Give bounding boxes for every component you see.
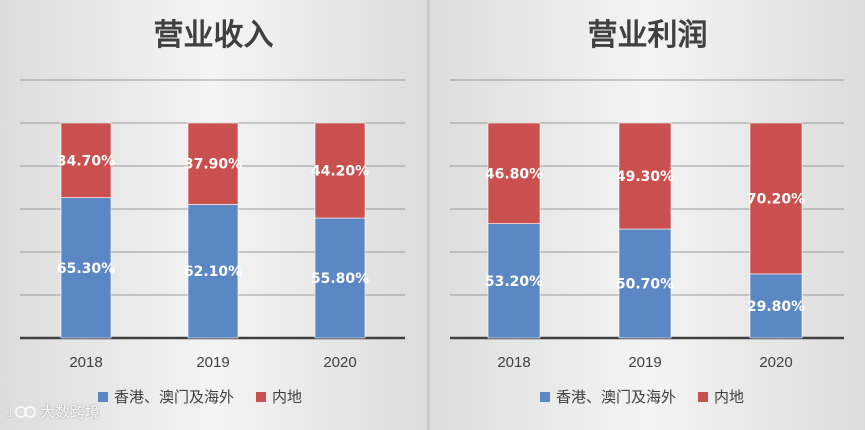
data-label: 62.10% bbox=[184, 264, 242, 280]
legend-swatch bbox=[540, 392, 550, 402]
x-tick-label: 2019 bbox=[628, 354, 661, 371]
watermark: 1 大数跨境 bbox=[6, 398, 116, 424]
x-tick-label: 2019 bbox=[196, 354, 229, 371]
bar-segment-mainland bbox=[618, 122, 672, 230]
legend-label: 内地 bbox=[272, 388, 302, 406]
legend: 香港、澳门及海外 内地 bbox=[98, 388, 302, 406]
data-label: 70.20% bbox=[747, 191, 805, 207]
bar-segment-overseas bbox=[187, 204, 239, 339]
data-label: 34.70% bbox=[57, 153, 115, 169]
legend-swatch bbox=[98, 392, 108, 402]
x-tick-label: 2018 bbox=[69, 354, 102, 371]
profit-chart: 营业利润 53.20% 46.80% 2018 50.70% 49.30% 2019 29.… bbox=[450, 18, 844, 406]
data-label: 29.80% bbox=[747, 299, 805, 315]
bar-segment-overseas bbox=[314, 217, 366, 339]
x-tick-label: 2020 bbox=[323, 354, 356, 371]
chart-panel-profit: 营业利润 53.20% 46.80% 2018 50.70% 49.30% 2019 29.… bbox=[430, 0, 865, 430]
chart-title: 营业收入 bbox=[154, 18, 274, 53]
bar-segment-mainland bbox=[187, 122, 239, 205]
watermark-text: 大数跨境 bbox=[40, 402, 101, 421]
bar-segment-overseas bbox=[749, 273, 803, 339]
x-tick-label: 2020 bbox=[759, 354, 792, 371]
bar-segment-overseas bbox=[60, 197, 112, 339]
bar-segment-mainland bbox=[60, 122, 112, 198]
bar-segment-mainland bbox=[314, 122, 366, 219]
revenue-chart: 营业收入 65.30% 34.70% 2018 62.10% 37.90% 2019 55.… bbox=[20, 18, 405, 406]
legend: 香港、澳门及海外 内地 bbox=[540, 388, 744, 406]
legend-swatch bbox=[256, 392, 266, 402]
panel-divider bbox=[427, 0, 430, 430]
data-label: 55.80% bbox=[311, 271, 369, 287]
data-label: 53.20% bbox=[485, 274, 543, 290]
x-tick-label: 2018 bbox=[497, 354, 530, 371]
bar-segment-mainland bbox=[749, 122, 803, 275]
legend-label: 香港、澳门及海外 bbox=[556, 388, 676, 406]
bar-segment-overseas bbox=[487, 223, 541, 339]
bar-segment-overseas bbox=[618, 228, 672, 339]
legend-label: 内地 bbox=[714, 388, 744, 406]
watermark-logo-icon: 1 bbox=[6, 406, 36, 421]
data-label: 65.30% bbox=[57, 261, 115, 277]
chart-title: 营业利润 bbox=[588, 18, 708, 53]
data-label: 50.70% bbox=[616, 276, 674, 292]
svg-text:1: 1 bbox=[6, 406, 14, 421]
data-label: 37.90% bbox=[184, 157, 242, 173]
bar-segment-mainland bbox=[487, 122, 541, 224]
data-label: 46.80% bbox=[485, 166, 543, 182]
data-label: 44.20% bbox=[311, 164, 369, 180]
data-label: 49.30% bbox=[616, 169, 674, 185]
legend-label: 香港、澳门及海外 bbox=[114, 388, 234, 406]
legend-swatch bbox=[698, 392, 708, 402]
chart-panel-revenue: 营业收入 65.30% 34.70% 2018 62.10% 37.90% 2019 55.… bbox=[0, 0, 427, 430]
